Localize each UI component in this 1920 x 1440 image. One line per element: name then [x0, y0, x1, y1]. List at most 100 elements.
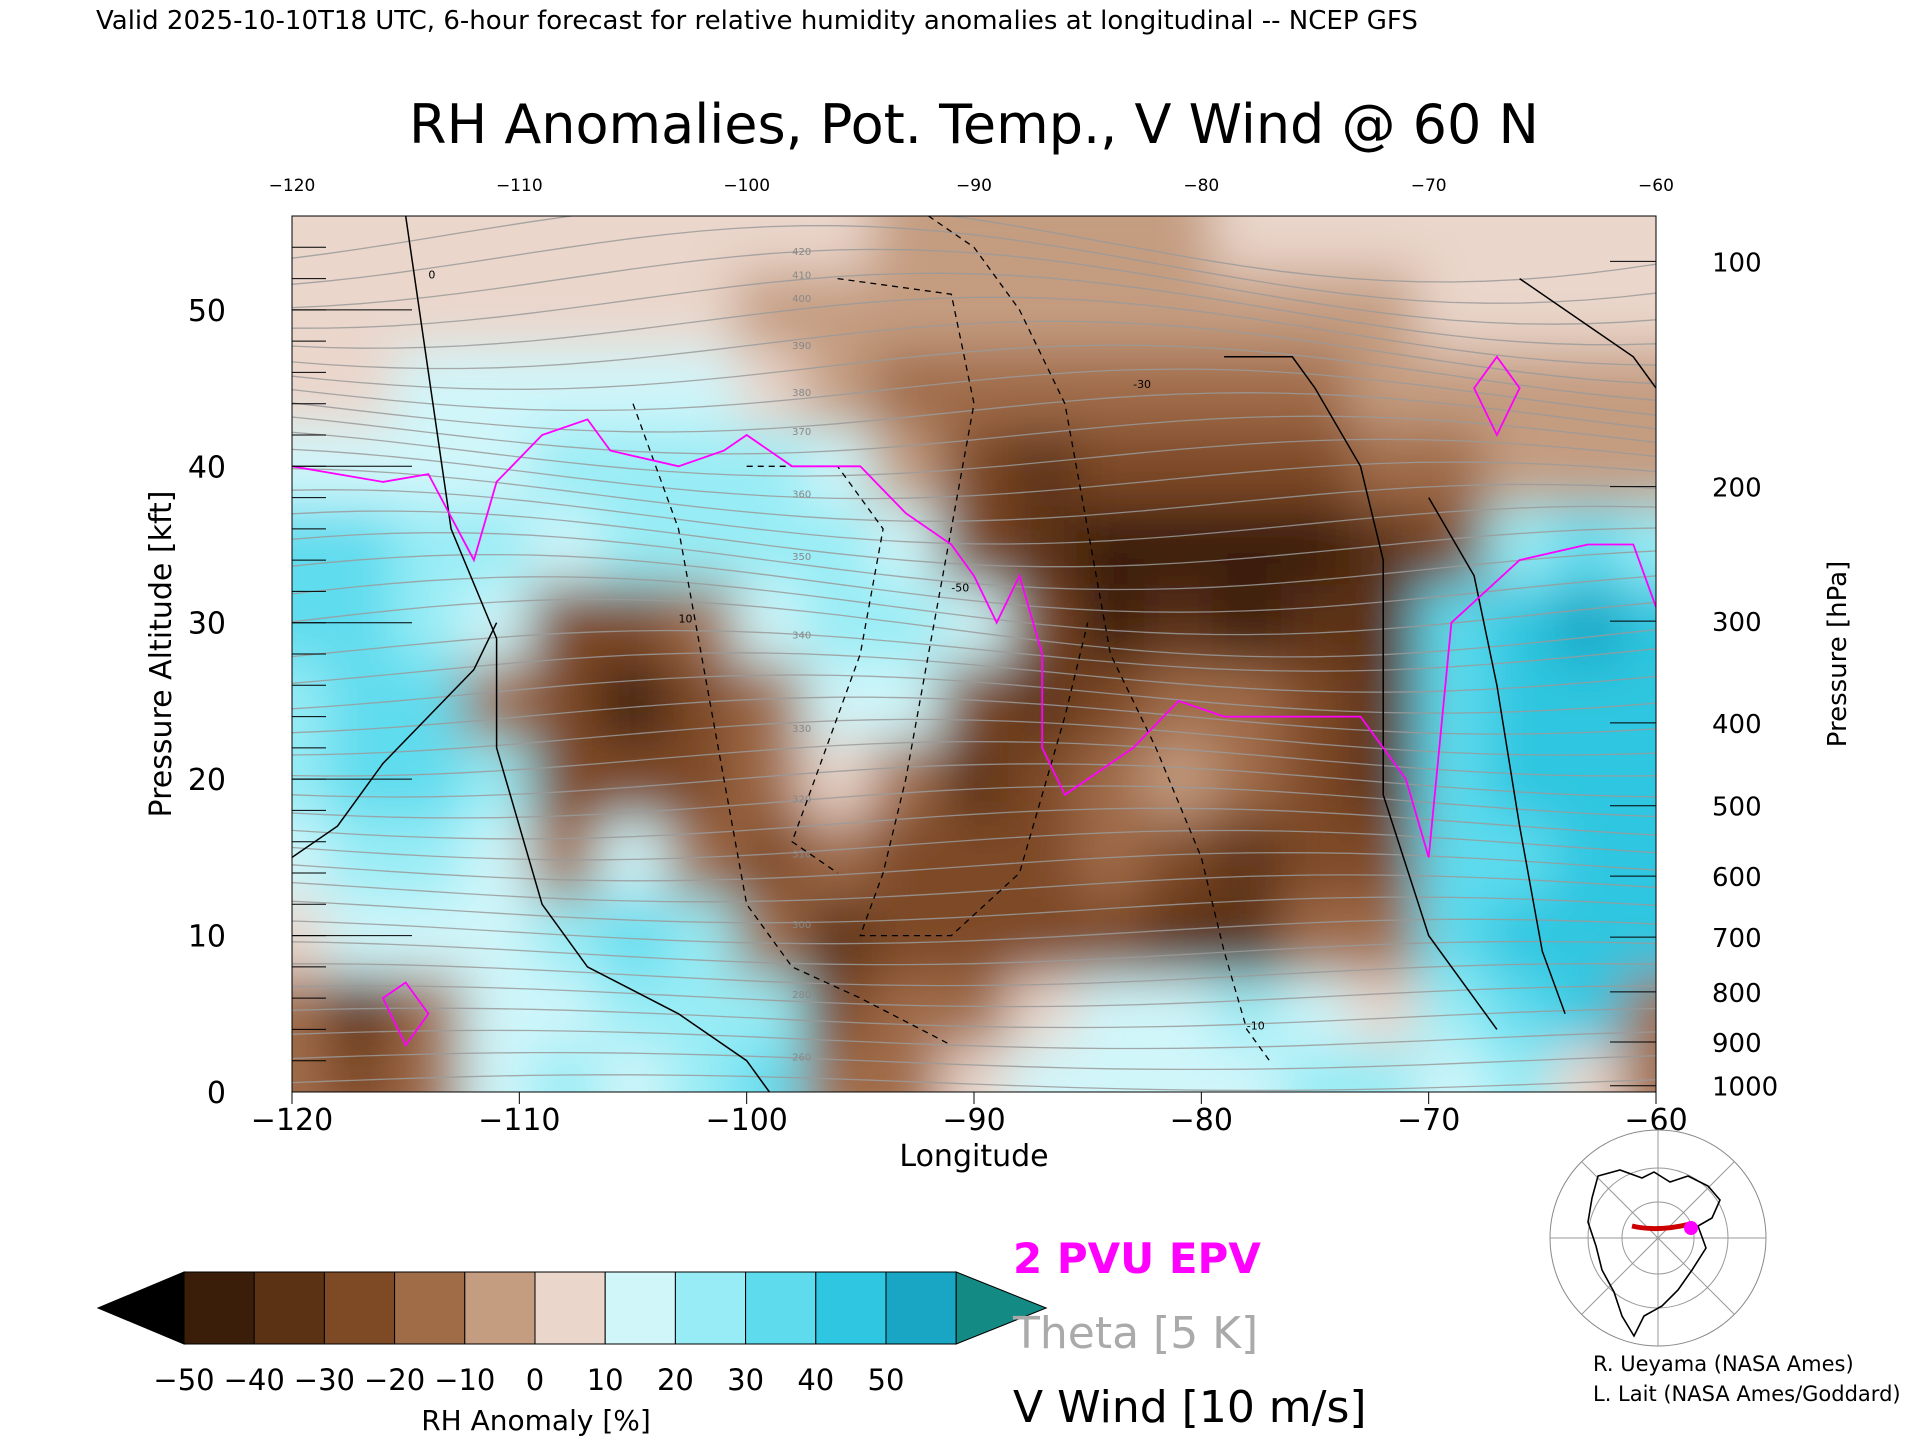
pressure-tick-label: 200: [1712, 474, 1762, 504]
rh-cell: [939, 349, 1010, 429]
rh-cell: [1417, 505, 1487, 585]
vwind-dashed-line: [632, 403, 952, 1046]
rh-cell: [1485, 216, 1555, 272]
rh-cell: [292, 896, 328, 976]
theta-contours: 260 280 300 310 320 330 340 350 360 370 380 390 400 4…: [292, 216, 1656, 1092]
pressure-tick-label: 700: [1712, 924, 1762, 954]
theta-line: [292, 1029, 1656, 1050]
theta-label: 370: [792, 427, 811, 438]
rh-cell: [598, 974, 669, 1047]
rh-cell: [1076, 583, 1146, 663]
theta-line: [292, 785, 1656, 819]
theta-line: [292, 674, 1656, 714]
pressure-tick-label: 800: [1712, 979, 1762, 1009]
rh-cell: [803, 740, 873, 820]
pressure-tick-label: 900: [1712, 1029, 1762, 1059]
rh-cell: [394, 818, 464, 898]
rh-cell: [598, 896, 669, 976]
rh-cell: [394, 974, 464, 1047]
rh-cell: [1485, 427, 1555, 507]
rh-cell: [871, 216, 941, 272]
rh-cell: [1212, 216, 1282, 272]
rh-cell: [1008, 818, 1078, 898]
theta-line: [292, 320, 1656, 385]
credit-line-1: R. Ueyama (NASA Ames): [1593, 1352, 1854, 1376]
theta-line: [292, 1007, 1656, 1029]
y-axis-right-label: Pressure [hPa]: [1823, 561, 1853, 748]
theta-line: [292, 763, 1656, 798]
pvu-line: [292, 418, 1656, 858]
colorbar-swatch: [534, 1271, 606, 1345]
theta-line: [292, 431, 1656, 477]
rh-cell: [1212, 270, 1282, 350]
rh-cell: [1008, 270, 1078, 350]
x-top-tick-label: −110: [496, 176, 543, 196]
rh-cell: [1417, 896, 1487, 976]
rh-cell: [871, 505, 941, 585]
colorbar-swatch: [674, 1271, 747, 1345]
theta-line: [292, 272, 1656, 346]
rh-cell: [1417, 1045, 1487, 1092]
rh-cell: [1621, 896, 1656, 976]
theta-line: [292, 963, 1656, 987]
pressure-tick-label: 100: [1712, 248, 1762, 278]
x-top-tick-label: −60: [1638, 176, 1674, 196]
rh-cell: [1553, 896, 1623, 976]
rh-cell: [1280, 974, 1351, 1047]
rh-cell: [735, 974, 805, 1047]
rh-cell: [1553, 1045, 1623, 1092]
rh-cell: [939, 270, 1010, 350]
rh-cell: [1349, 974, 1419, 1047]
rh-cell: [530, 583, 600, 663]
y-tick-label: 40: [188, 450, 226, 485]
colorbar-swatch: [323, 1271, 396, 1345]
pvu-island: [381, 981, 430, 1047]
theta-line: [292, 874, 1656, 903]
rh-cell: [1349, 1045, 1419, 1092]
x-tick-label: −90: [942, 1103, 1005, 1138]
rh-cell: [1076, 427, 1146, 507]
legend-pvu: 2 PVU EPV: [1013, 1234, 1261, 1283]
rh-cell: [530, 427, 600, 507]
theta-line: [292, 248, 1656, 325]
rh-cell: [530, 740, 600, 820]
rh-cell: [735, 505, 805, 585]
rh-cell: [394, 505, 464, 585]
rh-cell: [326, 270, 396, 350]
rh-cell: [1280, 583, 1351, 663]
rh-cell: [1280, 818, 1351, 898]
theta-label: 380: [792, 388, 811, 399]
rh-cell: [803, 216, 873, 272]
rh-cell: [530, 661, 600, 741]
rh-cell: [871, 1045, 941, 1092]
theta-line: [292, 532, 1656, 591]
rh-cell: [1144, 216, 1214, 272]
rh-cell: [1417, 270, 1487, 350]
theta-line: [292, 985, 1656, 1008]
rh-cell: [667, 270, 737, 350]
theta-line: [292, 576, 1656, 636]
theta-line: [292, 216, 1656, 283]
rh-cell: [1621, 427, 1656, 507]
colorbar-tick-label: −20: [364, 1363, 425, 1397]
rh-cell: [1280, 740, 1351, 820]
theta-line: [292, 448, 1656, 500]
rh-cell: [939, 505, 1010, 585]
x-tick-label: −80: [1170, 1103, 1233, 1138]
rh-cell: [1280, 1045, 1351, 1092]
rh-cell: [667, 1045, 737, 1092]
rh-cell: [1621, 270, 1656, 350]
theta-label: 260: [792, 1053, 811, 1064]
theta-label: 360: [792, 490, 811, 501]
rh-cell: [1008, 1045, 1078, 1092]
vwind-solid-line: [1428, 497, 1566, 1015]
colorbar-swatch: [604, 1271, 676, 1345]
vwind-solid-line: [404, 216, 771, 1092]
locator-map: [1549, 1129, 1767, 1347]
pressure-tick-label: 1000: [1712, 1073, 1778, 1103]
x-axis-top-ticks: −120 −110 −100 −90 −80 −70 −60: [269, 176, 1674, 196]
theta-label: 350: [792, 552, 811, 563]
rh-cell: [1144, 740, 1214, 820]
rh-cell: [394, 896, 464, 976]
rh-cell: [326, 216, 396, 272]
